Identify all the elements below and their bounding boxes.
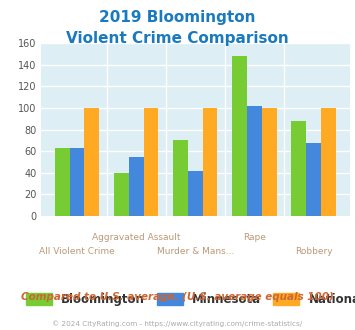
Bar bbox=[84, 108, 99, 216]
Bar bbox=[306, 143, 321, 216]
Bar bbox=[203, 108, 217, 216]
Bar bbox=[262, 108, 277, 216]
Bar bbox=[173, 140, 188, 216]
Bar bbox=[143, 108, 158, 216]
Legend: Bloomington, Minnesota, National: Bloomington, Minnesota, National bbox=[21, 288, 355, 311]
Bar bbox=[291, 121, 306, 216]
Text: Compared to U.S. average. (U.S. average equals 100): Compared to U.S. average. (U.S. average … bbox=[21, 292, 334, 302]
Bar bbox=[247, 106, 262, 216]
Text: Aggravated Assault: Aggravated Assault bbox=[92, 233, 180, 242]
Bar bbox=[232, 56, 247, 216]
Text: Violent Crime Comparison: Violent Crime Comparison bbox=[66, 31, 289, 46]
Text: © 2024 CityRating.com - https://www.cityrating.com/crime-statistics/: © 2024 CityRating.com - https://www.city… bbox=[53, 321, 302, 327]
Bar bbox=[188, 171, 203, 216]
Bar bbox=[70, 148, 84, 216]
Bar bbox=[55, 148, 70, 216]
Text: Murder & Mans...: Murder & Mans... bbox=[157, 247, 234, 256]
Bar bbox=[114, 173, 129, 216]
Text: All Violent Crime: All Violent Crime bbox=[39, 247, 115, 256]
Text: 2019 Bloomington: 2019 Bloomington bbox=[99, 10, 256, 25]
Text: Robbery: Robbery bbox=[295, 247, 332, 256]
Bar bbox=[321, 108, 335, 216]
Bar bbox=[129, 157, 143, 216]
Text: Rape: Rape bbox=[243, 233, 266, 242]
